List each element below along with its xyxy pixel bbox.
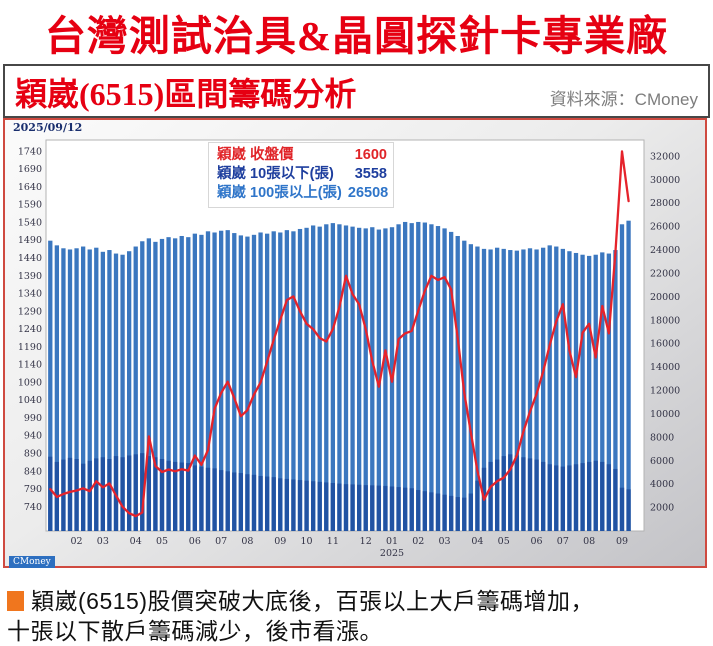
svg-text:1440: 1440 (18, 253, 42, 264)
svg-text:1640: 1640 (18, 182, 42, 193)
svg-text:890: 890 (24, 449, 42, 460)
svg-text:4000: 4000 (650, 479, 674, 490)
svg-text:06: 06 (531, 536, 543, 547)
svg-text:1490: 1490 (18, 235, 42, 246)
svg-text:28000: 28000 (650, 198, 680, 209)
legend-whale-label: 穎崴 100張以上(張) (217, 185, 342, 201)
svg-text:05: 05 (156, 536, 168, 547)
svg-text:1240: 1240 (18, 324, 42, 335)
svg-text:1290: 1290 (18, 306, 42, 317)
svg-text:26000: 26000 (650, 222, 680, 233)
svg-text:01: 01 (386, 536, 398, 547)
legend-retail-label: 穎崴 10張以下(張) (217, 166, 334, 182)
svg-text:1540: 1540 (18, 217, 42, 228)
legend-retail-value: 3558 (354, 166, 387, 182)
legend-whale-value: 26508 (347, 185, 389, 201)
svg-text:10: 10 (301, 536, 313, 547)
svg-text:05: 05 (498, 536, 510, 547)
svg-text:12000: 12000 (650, 386, 680, 397)
svg-text:03: 03 (97, 536, 109, 547)
svg-text:07: 07 (557, 536, 569, 547)
svg-text:1340: 1340 (18, 289, 42, 300)
svg-text:30000: 30000 (650, 175, 680, 186)
svg-text:10000: 10000 (650, 409, 680, 420)
page-title: 台灣測試治具&晶圓探針卡專業廠 (44, 13, 669, 59)
svg-text:740: 740 (24, 502, 42, 513)
commentary-line2: 十張以下散戶籌碼減少，後市看漲。 (7, 618, 383, 644)
cmoney-watermark: CMoney (9, 556, 55, 568)
commentary-text1: 穎崴(6515)股價突破大底後，百張以上大戶籌碼增加， (31, 588, 594, 614)
legend-row-whale: 穎崴 100張以上(張) 26508 (217, 184, 389, 203)
svg-text:790: 790 (24, 484, 42, 495)
svg-text:09: 09 (274, 536, 286, 547)
svg-text:08: 08 (583, 536, 595, 547)
svg-text:1740: 1740 (18, 146, 42, 157)
svg-text:04: 04 (130, 536, 142, 547)
chart-legend: 穎崴 收盤價 1600 穎崴 10張以下(張) 3558 穎崴 100張以上(張… (208, 142, 394, 208)
svg-text:1590: 1590 (18, 200, 42, 211)
svg-text:08: 08 (241, 536, 253, 547)
svg-text:840: 840 (24, 466, 42, 477)
svg-text:09: 09 (616, 536, 628, 547)
svg-text:02: 02 (412, 536, 424, 547)
chart-date: 2025/09/12 (13, 121, 83, 134)
svg-text:6000: 6000 (650, 456, 674, 467)
chart-title: 穎崴(6515)區間籌碼分析 (15, 76, 357, 112)
svg-text:990: 990 (24, 413, 42, 424)
svg-text:06: 06 (189, 536, 201, 547)
svg-text:02: 02 (71, 536, 83, 547)
svg-text:1690: 1690 (18, 164, 42, 175)
svg-text:1140: 1140 (18, 360, 42, 371)
svg-text:2025: 2025 (380, 548, 404, 559)
legend-row-close: 穎崴 收盤價 1600 (217, 146, 387, 165)
orange-bullet-icon (7, 591, 24, 611)
svg-text:16000: 16000 (650, 339, 680, 350)
svg-text:2000: 2000 (650, 503, 674, 514)
legend-row-retail: 穎崴 10張以下(張) 3558 (217, 165, 387, 184)
commentary-line1: 穎崴(6515)股價突破大底後，百張以上大戶籌碼增加， (7, 586, 709, 616)
legend-close-label: 穎崴 收盤價 (217, 147, 294, 163)
svg-text:07: 07 (215, 536, 227, 547)
commentary: 穎崴(6515)股價突破大底後，百張以上大戶籌碼增加， 十張以下散戶籌碼減少，後… (7, 586, 709, 646)
chart-panel: 2025/09/12 1740 1690 1640 1590 1540 1490 1440 1… (3, 118, 707, 568)
svg-text:12: 12 (360, 536, 372, 547)
svg-text:32000: 32000 (650, 151, 680, 162)
svg-text:1390: 1390 (18, 271, 42, 282)
svg-text:22000: 22000 (650, 268, 680, 279)
legend-close-value: 1600 (354, 147, 387, 163)
svg-text:1040: 1040 (18, 395, 42, 406)
svg-text:20000: 20000 (650, 292, 680, 303)
svg-text:24000: 24000 (650, 245, 680, 256)
svg-text:18000: 18000 (650, 315, 680, 326)
svg-text:8000: 8000 (650, 432, 674, 443)
svg-text:14000: 14000 (650, 362, 680, 373)
svg-text:1090: 1090 (18, 377, 42, 388)
svg-text:04: 04 (471, 536, 483, 547)
svg-text:11: 11 (327, 536, 339, 547)
svg-text:940: 940 (24, 431, 42, 442)
data-source-label: 資料來源：CMoney (549, 90, 698, 109)
section-header: 穎崴(6515)區間籌碼分析 資料來源：CMoney (3, 64, 710, 118)
svg-text:03: 03 (439, 536, 451, 547)
svg-text:1190: 1190 (18, 342, 42, 353)
